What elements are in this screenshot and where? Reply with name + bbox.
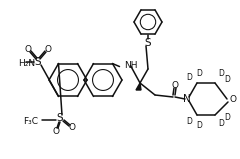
Text: D: D xyxy=(218,120,224,128)
Text: D: D xyxy=(186,73,192,82)
Text: S: S xyxy=(57,113,63,123)
Text: O: O xyxy=(229,94,236,104)
Text: O: O xyxy=(172,80,179,90)
Text: D: D xyxy=(196,121,202,129)
Polygon shape xyxy=(136,83,141,90)
Text: D: D xyxy=(196,69,202,77)
Text: D: D xyxy=(224,76,230,84)
Text: H₂N: H₂N xyxy=(18,59,35,69)
Text: D: D xyxy=(186,117,192,125)
Text: S: S xyxy=(35,57,41,67)
Text: F₃C: F₃C xyxy=(23,118,38,127)
Text: NH: NH xyxy=(125,61,138,70)
Text: N: N xyxy=(183,94,191,104)
Text: D: D xyxy=(218,69,224,79)
Text: S: S xyxy=(145,38,151,48)
Text: O: O xyxy=(68,124,76,132)
Text: O: O xyxy=(44,45,52,55)
Text: O: O xyxy=(53,128,60,136)
Text: D: D xyxy=(224,114,230,122)
Text: O: O xyxy=(24,45,31,55)
